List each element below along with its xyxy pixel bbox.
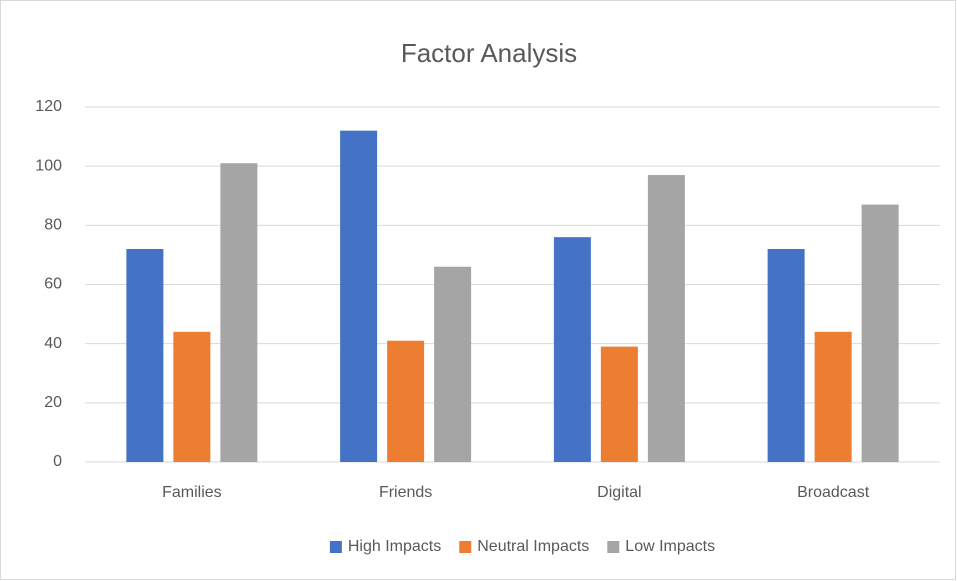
x-tick-label: Digital [597,484,641,501]
bar [434,266,472,462]
bar [861,204,899,462]
x-tick-label: Families [162,484,222,501]
y-tick-label: 0 [53,453,62,470]
bar [767,249,805,462]
legend-label: High Impacts [348,538,441,555]
bar [340,130,378,462]
bar [220,163,258,463]
legend-swatch [459,541,472,553]
y-tick-label: 60 [44,276,62,293]
legend-label: Low Impacts [625,538,715,555]
legend-swatch [607,541,620,553]
y-tick-label: 80 [44,217,62,234]
chart-title: Factor Analysis [401,38,577,68]
bar [387,340,425,462]
y-tick-label: 100 [35,157,62,174]
y-tick-label: 20 [44,394,62,411]
bar [553,237,591,462]
bar [173,331,211,462]
bar [126,249,164,462]
legend-swatch [329,541,342,553]
x-tick-label: Broadcast [797,484,870,501]
legend-label: Neutral Impacts [477,538,589,555]
x-tick-label: Friends [379,484,432,501]
y-tick-label: 40 [44,335,62,352]
bar [647,175,685,462]
bar [600,346,638,462]
y-tick-label: 120 [35,98,62,115]
bar [814,331,852,462]
